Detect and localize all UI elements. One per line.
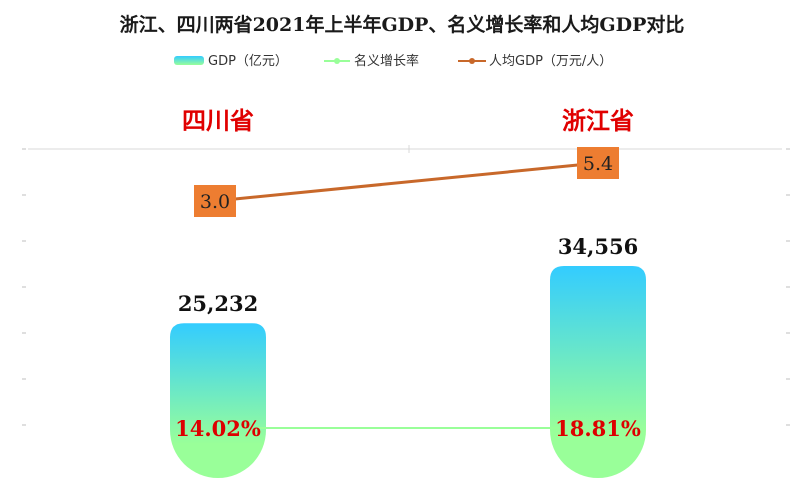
- legend-gdp-swatch: [174, 56, 204, 65]
- per-capita-data-label: 5.4: [583, 153, 613, 175]
- per-capita-label-box: [577, 147, 619, 179]
- category-label-sichuan: 四川省: [182, 107, 254, 135]
- per-capita-data-label: 3.0: [200, 191, 230, 213]
- gdp-bars: 25,232 34,556: [170, 234, 646, 478]
- gdp-data-label: 34,556: [558, 234, 638, 259]
- growth-data-label: 14.02%: [175, 416, 261, 441]
- left-ticks: [22, 148, 26, 426]
- per-capita-label-box: [194, 185, 236, 217]
- chart-title: 浙江、四川两省2021年上半年GDP、名义增长率和人均GDP对比: [120, 13, 685, 36]
- legend-per-capita-marker: [469, 58, 475, 64]
- per-capita-series: 3.0 5.4: [194, 147, 619, 217]
- axis-frame: [22, 145, 790, 426]
- per-capita-line: [214, 161, 599, 203]
- gdp-bar: [170, 323, 266, 478]
- gdp-data-label: 25,232: [178, 291, 258, 316]
- gdp-bar: [550, 266, 646, 478]
- legend-growth-marker: [334, 58, 340, 64]
- legend-gdp-label: GDP（亿元）: [208, 54, 288, 69]
- legend-per-capita-label: 人均GDP（万元/人）: [489, 54, 612, 69]
- right-ticks: [786, 148, 790, 426]
- category-label-zhejiang: 浙江省: [562, 107, 634, 135]
- legend-growth-label: 名义增长率: [354, 53, 419, 69]
- legend: GDP（亿元） 名义增长率 人均GDP（万元/人）: [174, 53, 612, 69]
- growth-data-label: 18.81%: [555, 416, 641, 441]
- growth-series: 14.02% 18.81%: [175, 416, 641, 441]
